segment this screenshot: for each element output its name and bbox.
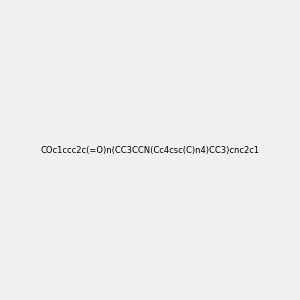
Text: COc1ccc2c(=O)n(CC3CCN(Cc4csc(C)n4)CC3)cnc2c1: COc1ccc2c(=O)n(CC3CCN(Cc4csc(C)n4)CC3)cn… xyxy=(40,146,260,154)
